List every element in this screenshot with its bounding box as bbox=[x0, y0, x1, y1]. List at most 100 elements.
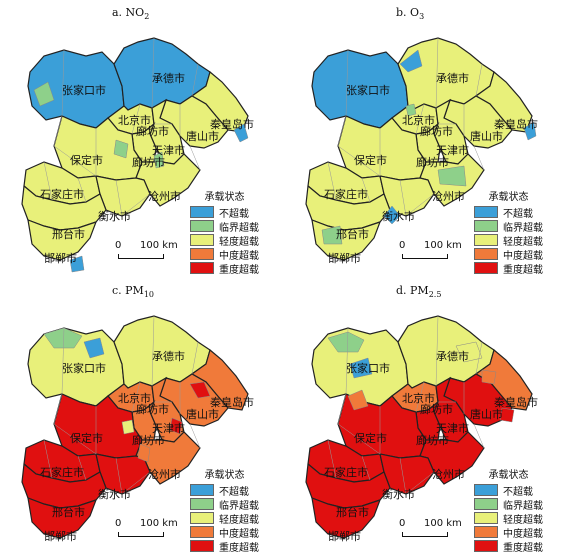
scale-zero: 0 bbox=[399, 240, 406, 251]
legend-item: 中度超载 bbox=[190, 247, 259, 262]
county-boundary bbox=[43, 161, 53, 201]
scale-zero: 0 bbox=[399, 518, 406, 529]
city-label-cd: 承德市 bbox=[436, 350, 469, 363]
legend-item: 中度超载 bbox=[190, 525, 259, 540]
county-boundary bbox=[327, 161, 337, 201]
legend-item: 轻度超载 bbox=[474, 233, 543, 248]
city-label-lf: 廊坊市 bbox=[420, 125, 453, 138]
city-label-sjz: 石家庄市 bbox=[324, 188, 368, 201]
city-label-lf: 廊坊市 bbox=[420, 403, 453, 416]
legend-label: 临界超载 bbox=[503, 500, 543, 512]
city-label-lf: 廊坊市 bbox=[136, 125, 169, 138]
county-patch bbox=[383, 205, 401, 225]
legend-swatch bbox=[190, 540, 214, 552]
legend-label: 不超载 bbox=[219, 208, 249, 220]
county-boundary bbox=[151, 315, 155, 387]
city-label-zjk: 张家口市 bbox=[62, 84, 106, 97]
county-boundary bbox=[115, 457, 123, 495]
county-boundary bbox=[337, 115, 347, 147]
county-boundary bbox=[121, 471, 151, 495]
city-label-hs: 衡水市 bbox=[382, 488, 415, 501]
county-patch bbox=[137, 443, 151, 463]
city-label-bd: 保定市 bbox=[354, 432, 387, 445]
legend: 承载状态 不超载 临界超载 轻度超载 中度超载 重度超载 bbox=[190, 188, 259, 276]
panel-title-prefix: a. NO bbox=[112, 6, 145, 19]
map-panel-pm10: c. PM10 张家口市 承德市 秦皇岛市 北京市 廊坊市 唐山市 天津市 保定市 廊坊市 石家庄市… bbox=[0, 278, 284, 556]
legend-item: 临界超载 bbox=[474, 219, 543, 234]
legend-title: 承载状态 bbox=[488, 470, 529, 481]
county-boundary bbox=[361, 455, 371, 481]
legend-swatch bbox=[474, 248, 498, 260]
legend-swatch bbox=[190, 234, 214, 246]
legend-item: 不超载 bbox=[474, 205, 543, 220]
legend-item: 临界超载 bbox=[190, 497, 259, 512]
panel-title-prefix: d. PM bbox=[396, 284, 429, 297]
city-label-cz: 沧州市 bbox=[432, 190, 465, 203]
scale-zero: 0 bbox=[115, 518, 122, 529]
county-patch bbox=[153, 151, 165, 169]
city-label-bd: 保定市 bbox=[70, 432, 103, 445]
legend-label: 中度超载 bbox=[219, 528, 259, 540]
legend-label: 不超载 bbox=[219, 486, 249, 498]
legend-swatch bbox=[190, 484, 214, 496]
city-label-xt: 邢台市 bbox=[336, 228, 369, 241]
legend-swatch bbox=[474, 540, 498, 552]
panel-title-subscript: 10 bbox=[143, 290, 155, 300]
legend-item: 不超载 bbox=[190, 205, 259, 220]
county-boundary bbox=[405, 471, 435, 495]
legend-label: 轻度超载 bbox=[219, 236, 259, 248]
county-patch bbox=[233, 123, 249, 143]
legend-label: 临界超载 bbox=[219, 222, 259, 234]
legend-item: 轻度超载 bbox=[474, 511, 543, 526]
county-boundary bbox=[435, 315, 439, 387]
legend-label: 临界超载 bbox=[503, 222, 543, 234]
legend-swatch bbox=[474, 262, 498, 274]
legend-swatch bbox=[190, 262, 214, 274]
region-map bbox=[305, 315, 533, 539]
legend-label: 重度超载 bbox=[219, 542, 259, 554]
city-label-xt: 邢台市 bbox=[336, 506, 369, 519]
county-patch bbox=[189, 381, 211, 399]
city-label-cz: 沧州市 bbox=[148, 190, 181, 203]
scale-bar: 0 100 km bbox=[399, 518, 482, 540]
county-boundary bbox=[415, 381, 425, 413]
county-boundary bbox=[191, 341, 199, 375]
legend-label: 轻度超载 bbox=[503, 236, 543, 248]
county-boundary bbox=[189, 145, 201, 171]
city-label-bj: 北京市 bbox=[402, 114, 435, 127]
city-label-tj: 天津市 bbox=[152, 144, 185, 157]
scale-distance: 100 km bbox=[140, 240, 178, 251]
region-hd bbox=[27, 219, 98, 261]
legend-swatch bbox=[474, 234, 498, 246]
legend-label: 不超载 bbox=[503, 208, 533, 220]
legend-swatch bbox=[474, 526, 498, 538]
city-label-xt: 邢台市 bbox=[52, 228, 85, 241]
county-patch bbox=[499, 407, 515, 423]
map-panel-o3: b. O3 张家口市 承德市 秦皇岛市 北京市 廊坊市 唐山市 天津市 保定市 廊坊市 石家庄市 沧州… bbox=[284, 0, 568, 278]
county-patch bbox=[83, 337, 105, 359]
county-patch bbox=[437, 165, 467, 187]
county-boundary bbox=[475, 63, 483, 97]
legend-item: 不超载 bbox=[474, 483, 543, 498]
panel-title-subscript: 3 bbox=[419, 12, 425, 22]
county-patch bbox=[349, 357, 373, 379]
map-panel-no2: a. NO2 张家口市 承德市 秦皇岛市 北京市 廊坊市 唐山市 天津市 保定市 廊坊市 石家庄市 沧… bbox=[0, 0, 284, 278]
legend-label: 重度超载 bbox=[503, 542, 543, 554]
city-label-zjk: 张家口市 bbox=[346, 84, 390, 97]
county-boundary bbox=[151, 37, 155, 109]
region-hd bbox=[311, 497, 382, 539]
county-boundary bbox=[399, 179, 407, 217]
city-label-hd: 邯郸市 bbox=[44, 530, 77, 543]
map-panel-pm25: d. PM2.5 张家口市 承德市 秦皇岛市 北京市 廊坊市 唐山市 天津市 保定市 廊坊市 石家庄… bbox=[284, 278, 568, 556]
county-patch bbox=[481, 369, 497, 385]
city-label-bd: 保定市 bbox=[354, 154, 387, 167]
scale-bar: 0 100 km bbox=[115, 240, 198, 262]
legend-swatch bbox=[190, 248, 214, 260]
legend: 承载状态 不超载 临界超载 轻度超载 中度超载 重度超载 bbox=[190, 466, 259, 554]
county-boundary bbox=[189, 423, 201, 449]
city-label-cz: 沧州市 bbox=[432, 468, 465, 481]
legend-label: 轻度超载 bbox=[219, 514, 259, 526]
legend-item: 重度超载 bbox=[474, 261, 543, 276]
city-label-lf2: 廊坊市 bbox=[132, 434, 165, 447]
county-patch bbox=[455, 341, 483, 363]
